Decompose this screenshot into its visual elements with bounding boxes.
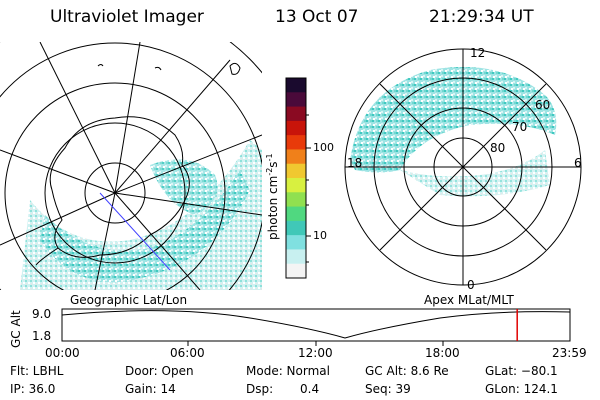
filter-info: Flt: LBHL bbox=[10, 364, 64, 378]
gc-alt-info: GC Alt: 8.6 Re bbox=[365, 364, 449, 378]
altitude-ytick-high: 9.0 bbox=[32, 307, 52, 321]
geographic-map-label: Geographic Lat/Lon bbox=[70, 293, 188, 307]
colorbar-segment bbox=[286, 178, 306, 193]
colorbar-segment bbox=[286, 92, 306, 108]
altitude-ytick-low: 1.8 bbox=[32, 329, 52, 343]
apex-mlt-12: 12 bbox=[470, 46, 486, 60]
apex-mlt-0: 0 bbox=[467, 278, 475, 292]
apex-map-label: Apex MLat/MLT bbox=[424, 293, 514, 307]
mode-info: Mode: Normal bbox=[246, 364, 330, 378]
apex-mlt-6: 6 bbox=[574, 156, 582, 170]
colorbar-segment bbox=[286, 192, 306, 208]
apex-mlt-18: 18 bbox=[347, 156, 363, 170]
apex-mlat-80: 80 bbox=[490, 141, 506, 155]
colorbar bbox=[286, 78, 306, 279]
colorbar-segment bbox=[286, 120, 306, 136]
altitude-xtick-1200: 12:00 bbox=[298, 346, 333, 360]
colorbar-segment bbox=[286, 135, 306, 150]
geographic-map bbox=[0, 42, 262, 290]
door-info: Door: Open bbox=[125, 364, 194, 378]
apex-mlat-60: 60 bbox=[535, 98, 551, 112]
colorbar-segment bbox=[286, 163, 306, 179]
apex-map bbox=[344, 48, 582, 286]
ip-info: IP: 36.0 bbox=[10, 382, 56, 396]
dsp-label: Dsp: bbox=[246, 382, 274, 396]
seq-info: Seq: 39 bbox=[365, 382, 411, 396]
colorbar-unit-label: photon cm-2s-1 bbox=[265, 153, 280, 240]
colorbar-segment bbox=[286, 235, 306, 250]
colorbar-segment bbox=[286, 249, 306, 265]
image-time: 21:29:34 UT bbox=[429, 7, 534, 27]
altitude-xtick-2359: 23:59 bbox=[552, 346, 587, 360]
glon-info: GLon: 124.1 bbox=[485, 382, 558, 396]
colorbar-tick-100: 100 bbox=[313, 141, 334, 154]
colorbar-segment bbox=[286, 149, 306, 165]
gain-info: Gain: 14 bbox=[125, 382, 176, 396]
altitude-xtick-0600: 06:00 bbox=[170, 346, 205, 360]
glat-info: GLat: −80.1 bbox=[485, 364, 558, 378]
colorbar-segment bbox=[286, 78, 306, 93]
dsp-value: 0.4 bbox=[300, 382, 320, 396]
colorbar-segment bbox=[286, 206, 306, 222]
altitude-plot bbox=[61, 308, 571, 346]
instrument-title: Ultraviolet Imager bbox=[50, 7, 204, 27]
colorbar-segment bbox=[286, 263, 306, 279]
colorbar-segment bbox=[286, 220, 306, 236]
altitude-xtick-0000: 00:00 bbox=[45, 346, 80, 360]
apex-mlat-70: 70 bbox=[512, 120, 528, 134]
image-date: 13 Oct 07 bbox=[275, 7, 359, 27]
altitude-xtick-1800: 18:00 bbox=[425, 346, 460, 360]
colorbar-tick-10: 10 bbox=[313, 229, 327, 242]
altitude-axis-label: GC Alt bbox=[9, 310, 23, 348]
colorbar-segment bbox=[286, 106, 306, 122]
